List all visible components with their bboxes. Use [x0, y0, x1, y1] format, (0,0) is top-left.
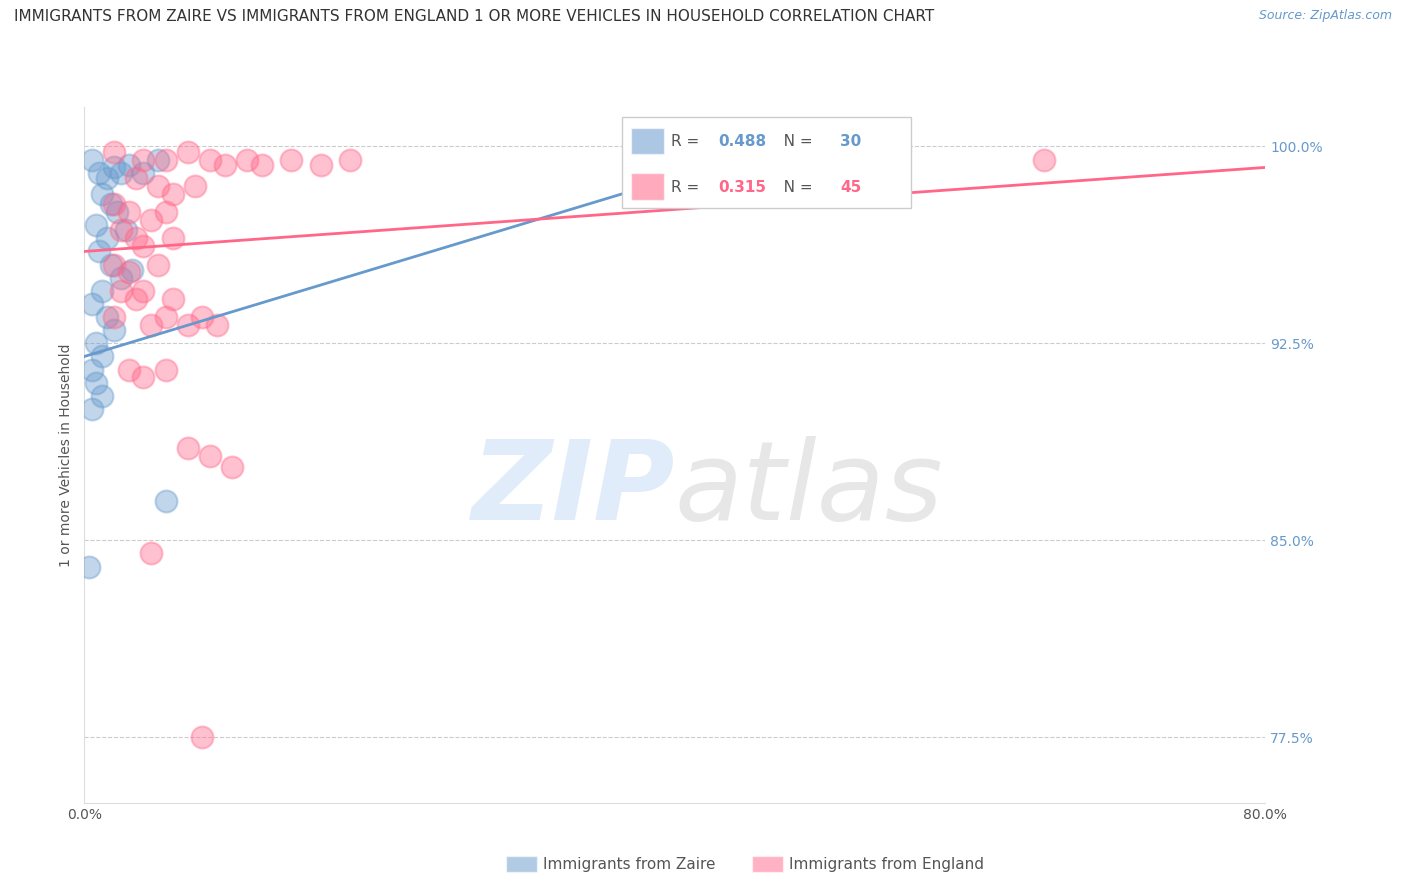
- Point: [1032, 153, 1054, 167]
- Text: atlas: atlas: [675, 436, 943, 543]
- Point: [91, 389, 114, 403]
- Point: [214, 158, 236, 172]
- Point: [162, 186, 184, 201]
- Point: [236, 153, 259, 167]
- Text: 45: 45: [841, 179, 862, 194]
- Text: ZIP: ZIP: [471, 436, 675, 543]
- Point: [155, 362, 177, 376]
- Point: [139, 318, 162, 332]
- Point: [221, 459, 243, 474]
- Point: [132, 284, 155, 298]
- Text: 30: 30: [841, 135, 862, 149]
- Point: [125, 231, 148, 245]
- Point: [110, 223, 132, 237]
- Point: [132, 239, 155, 253]
- Point: [110, 270, 132, 285]
- Point: [118, 205, 141, 219]
- Point: [162, 292, 184, 306]
- Point: [91, 350, 114, 364]
- Point: [155, 310, 177, 324]
- Point: [118, 265, 141, 279]
- Point: [103, 197, 125, 211]
- Point: [148, 258, 170, 272]
- Point: [198, 449, 221, 463]
- Text: Immigrants from Zaire: Immigrants from Zaire: [543, 857, 716, 871]
- Point: [96, 231, 118, 245]
- Point: [91, 186, 114, 201]
- Point: [84, 336, 107, 351]
- Point: [121, 262, 143, 277]
- Point: [103, 310, 125, 324]
- Point: [177, 442, 200, 456]
- Point: [91, 284, 114, 298]
- Point: [100, 197, 122, 211]
- Point: [148, 178, 170, 193]
- Point: [96, 170, 118, 185]
- Point: [280, 153, 302, 167]
- Text: N =: N =: [769, 135, 818, 149]
- Point: [100, 258, 122, 272]
- Bar: [631, 128, 664, 154]
- Point: [139, 213, 162, 227]
- Bar: [631, 173, 664, 200]
- Point: [177, 145, 200, 159]
- Point: [77, 559, 100, 574]
- Text: Immigrants from England: Immigrants from England: [789, 857, 984, 871]
- Text: 0.488: 0.488: [718, 135, 766, 149]
- Text: R =: R =: [671, 135, 704, 149]
- Point: [125, 170, 148, 185]
- Point: [177, 318, 200, 332]
- Point: [139, 546, 162, 560]
- Point: [184, 178, 207, 193]
- Point: [205, 318, 228, 332]
- Point: [118, 362, 141, 376]
- Point: [125, 292, 148, 306]
- Point: [132, 153, 155, 167]
- Point: [103, 145, 125, 159]
- Point: [84, 376, 107, 390]
- Point: [155, 205, 177, 219]
- Y-axis label: 1 or more Vehicles in Household: 1 or more Vehicles in Household: [59, 343, 73, 566]
- Point: [80, 297, 103, 311]
- Point: [105, 205, 128, 219]
- Point: [191, 310, 214, 324]
- Point: [309, 158, 332, 172]
- Point: [191, 730, 214, 744]
- Point: [89, 166, 111, 180]
- Point: [155, 494, 177, 508]
- Point: [84, 218, 107, 232]
- Point: [103, 258, 125, 272]
- Text: Source: ZipAtlas.com: Source: ZipAtlas.com: [1258, 9, 1392, 22]
- Text: IMMIGRANTS FROM ZAIRE VS IMMIGRANTS FROM ENGLAND 1 OR MORE VEHICLES IN HOUSEHOLD: IMMIGRANTS FROM ZAIRE VS IMMIGRANTS FROM…: [14, 9, 935, 24]
- Point: [132, 166, 155, 180]
- Point: [80, 401, 103, 416]
- Point: [132, 370, 155, 384]
- FancyBboxPatch shape: [621, 118, 911, 208]
- Point: [110, 166, 132, 180]
- Text: 0.315: 0.315: [718, 179, 766, 194]
- Point: [103, 161, 125, 175]
- Point: [339, 153, 361, 167]
- Point: [162, 231, 184, 245]
- Point: [114, 223, 136, 237]
- Point: [118, 158, 141, 172]
- Point: [80, 362, 103, 376]
- Text: N =: N =: [769, 179, 818, 194]
- Point: [80, 153, 103, 167]
- Point: [148, 153, 170, 167]
- Point: [198, 153, 221, 167]
- Point: [250, 158, 273, 172]
- Point: [89, 244, 111, 259]
- Text: R =: R =: [671, 179, 704, 194]
- Point: [96, 310, 118, 324]
- Point: [110, 284, 132, 298]
- Point: [155, 153, 177, 167]
- Point: [103, 323, 125, 337]
